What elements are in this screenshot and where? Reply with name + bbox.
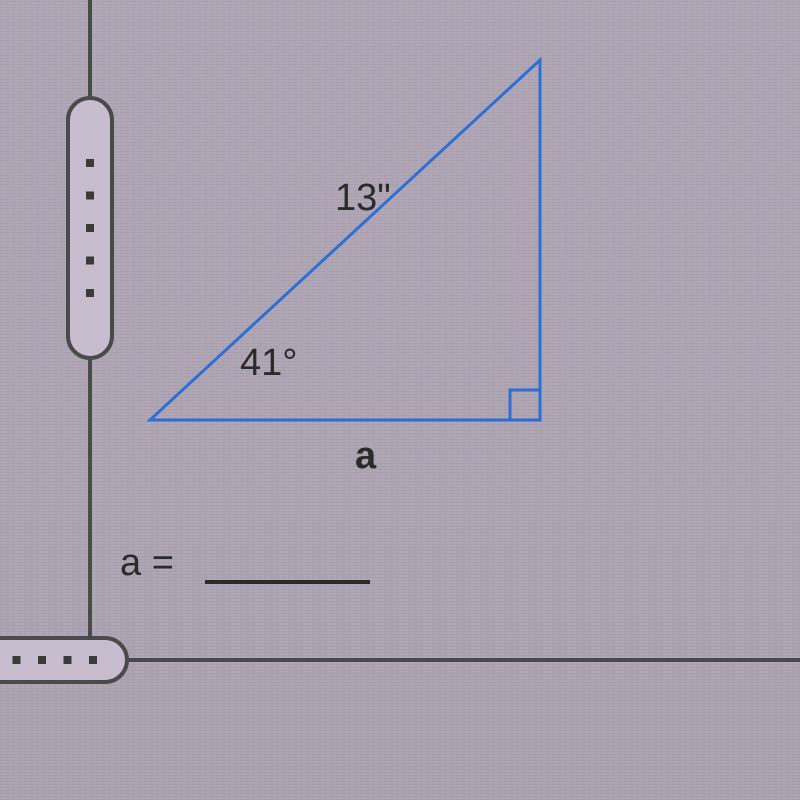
base-label: a (355, 435, 377, 477)
binder-dot (86, 289, 94, 297)
binder-dot (89, 656, 97, 664)
binder-dot (13, 656, 21, 664)
binder-dot (86, 224, 94, 232)
diagram-canvas: 13" 41° a a = (0, 0, 800, 800)
triangle-outline (150, 60, 540, 420)
binder-dot (86, 257, 94, 265)
binder-dot (38, 656, 46, 664)
right-triangle (150, 60, 540, 420)
binder-dot (64, 656, 72, 664)
hypotenuse-label: 13" (335, 177, 391, 219)
right-angle-marker (510, 390, 540, 420)
binder-dot (86, 192, 94, 200)
answer-prefix: a = (120, 542, 174, 584)
angle-label: 41° (240, 342, 297, 384)
binder-dot (86, 159, 94, 167)
